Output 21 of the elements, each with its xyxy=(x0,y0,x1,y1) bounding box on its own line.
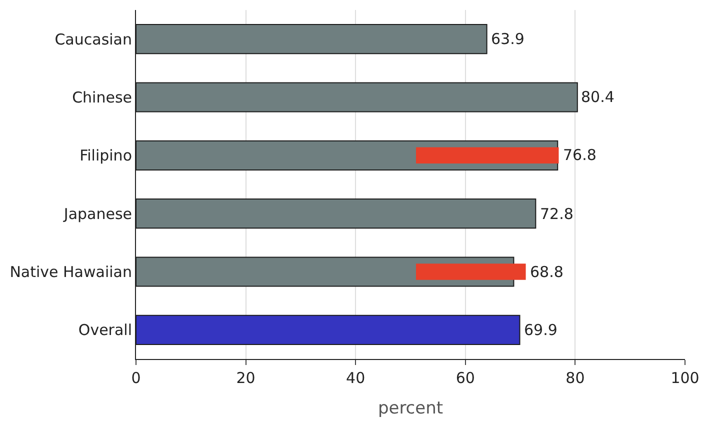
x-tick-label: 60 xyxy=(456,369,475,387)
bar xyxy=(416,147,559,164)
x-tick-label: 80 xyxy=(566,369,585,387)
y-tick-label: Native Hawaiian xyxy=(10,263,132,281)
x-tick-label: 100 xyxy=(670,369,700,387)
x-tick-label: 20 xyxy=(236,369,256,387)
data-label: 63.9 xyxy=(491,30,524,48)
data-label: 72.8 xyxy=(540,205,574,223)
data-label: 68.8 xyxy=(530,263,564,281)
y-tick-label: Filipino xyxy=(80,146,132,165)
y-tick-label: Japanese xyxy=(62,204,132,223)
y-tick-label: Caucasian xyxy=(54,30,132,48)
data-label: 76.8 xyxy=(563,146,596,164)
y-tick-label: Overall xyxy=(78,321,132,340)
y-tick-label: Chinese xyxy=(72,88,132,106)
data-label: 69.9 xyxy=(524,321,558,339)
x-axis-title: percent xyxy=(378,398,444,418)
x-tick-label: 0 xyxy=(131,369,141,387)
data-label: 80.4 xyxy=(581,88,614,106)
bar xyxy=(416,264,526,280)
x-tick-label: 40 xyxy=(346,369,366,387)
